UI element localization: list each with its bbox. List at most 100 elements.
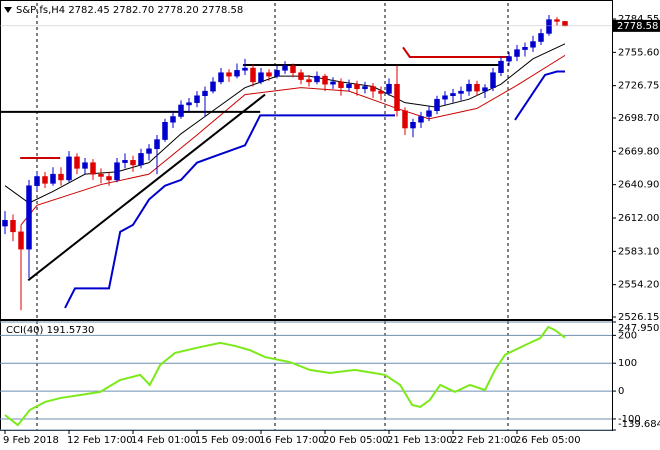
x-tick-label: 15 Feb 09:00 [195,435,261,446]
candle-body [138,153,144,166]
y-tick-label: 2669.80 [618,146,659,157]
candle-body [242,67,248,71]
candle-body [266,72,272,77]
overlay-line [20,54,566,226]
candle-body [210,81,216,92]
candle-body [66,156,72,181]
candle-body [82,162,88,169]
overlay-line [27,93,266,282]
x-tick-label: 26 Feb 05:00 [515,435,581,446]
chart-title: S&P,fs,H4 2782.45 2782.70 2778.20 2778.5… [16,5,243,16]
candle-body [2,220,8,227]
candle-body [42,176,48,184]
x-tick-label: 12 Feb 17:00 [67,435,133,446]
candle-body [122,160,128,163]
candle-body [426,110,432,117]
y-tick-label: 100 [618,358,637,369]
candle-body [162,122,168,140]
candle-body [402,110,408,129]
candle-body [106,176,112,181]
candle-body [154,139,160,150]
candle-body [330,81,336,85]
candle-body [50,173,56,184]
candle-body [58,173,64,181]
candle-body [194,95,200,103]
x-tick-label: 14 Feb 01:00 [131,435,197,446]
candle-body [338,81,344,88]
y-tick-label: 2698.70 [618,113,659,124]
candle-body [10,220,16,233]
y-tick-label: 200 [618,330,637,341]
candle-body [322,75,328,85]
y-tick-label: 2784.55 [618,14,659,25]
candle-body [386,83,392,94]
x-tick-label: 22 Feb 21:00 [451,435,517,446]
candle-body [130,160,136,166]
x-tick-label: 20 Feb 05:00 [323,435,389,446]
candle-body [410,122,416,129]
y-tick-label: 2554.20 [618,280,659,291]
candle-body [34,176,40,186]
candle-body [354,83,360,90]
overlay-line [64,114,395,309]
candle-body [26,185,32,250]
y-tick-label: 247.9507 [618,323,660,334]
candle-body [474,83,480,92]
candle-body [186,102,192,106]
candle-body [202,90,208,96]
candle-body [250,67,256,83]
candle-body [90,162,96,175]
y-tick-label: -100 [618,414,641,425]
candle-body [114,162,120,181]
candle-body [370,86,376,92]
x-tick-label: 16 Feb 17:00 [259,435,325,446]
candle-body [362,86,368,90]
candle-body [146,148,152,154]
candle-body [522,47,528,50]
candle-body [274,70,280,77]
candle-body [234,70,240,77]
indicator-title: CCI(40) 191.5730 [6,325,94,336]
y-tick-label: -139.6843 [618,419,660,430]
candle-body [298,72,304,80]
candle-body [394,83,400,111]
candle-body [562,21,568,27]
candle-body [506,56,512,62]
overlay-line [402,46,510,58]
candle-body [218,72,224,83]
candle-body [530,41,536,48]
candle-body [418,116,424,123]
candle-body [282,65,288,71]
y-tick-label: 2640.90 [618,180,659,191]
candle-body [538,33,544,42]
overlay-line [514,70,565,121]
x-tick-label: 9 Feb 2018 [3,435,59,446]
candle-body [498,60,504,73]
candle-body [458,90,464,94]
x-tick-label: 21 Feb 13:00 [387,435,453,446]
candle-body [434,98,440,111]
candle-body [314,75,320,83]
candle-body [442,95,448,100]
candle-body [290,65,296,73]
y-tick-label: 2726.75 [618,81,659,92]
candle-body [178,104,184,117]
header-arrow [4,7,12,13]
y-tick-label: 2583.10 [618,246,659,257]
last-price-tag [612,19,660,32]
candle-body [306,79,312,83]
candle-body [378,90,384,94]
candle-body [466,83,472,92]
candle-body [98,173,104,177]
candle-body [74,156,80,169]
candle-body [514,49,520,57]
candle-body [226,72,232,77]
candle-body [346,83,352,88]
candle-body [18,231,24,250]
y-tick-label: 0 [618,386,624,397]
y-tick-label: 2526.15 [618,312,659,323]
y-tick-label: 2755.60 [618,47,659,58]
price-panel [0,0,613,320]
